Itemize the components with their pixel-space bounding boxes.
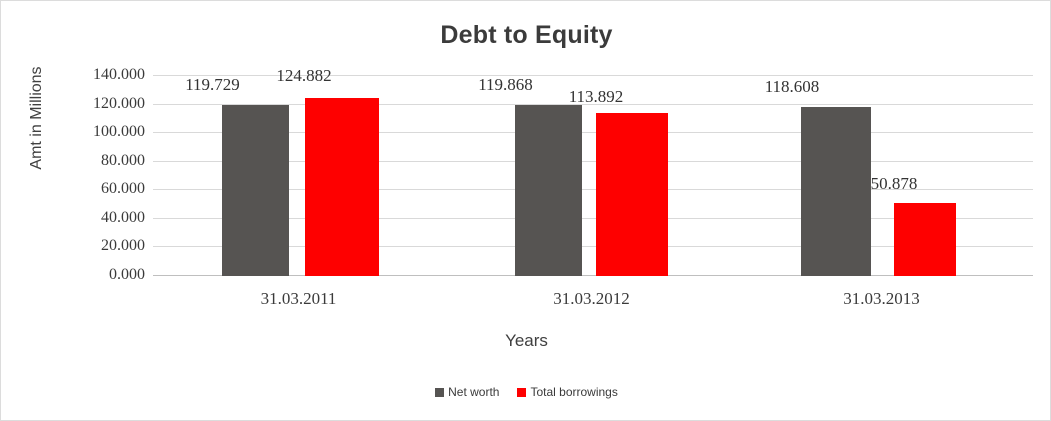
x-axis-line — [153, 275, 1033, 276]
bar-networth-2011[interactable] — [222, 104, 289, 276]
legend-item-networth[interactable]: Net worth — [435, 385, 499, 399]
chart-legend: Net worth Total borrowings — [1, 385, 1050, 399]
bar-borrowings-2012[interactable] — [596, 113, 668, 276]
gridline — [153, 132, 1033, 134]
y-tick-label: 40.000 — [101, 208, 145, 226]
y-axis-tick-labels: 140.000 120.000 100.000 80.000 60.000 40… — [49, 67, 145, 283]
y-tick-label: 120.000 — [93, 94, 145, 112]
legend-swatch-icon-borrowings — [517, 387, 527, 397]
y-tick-label: 80.000 — [101, 151, 145, 169]
gridline — [153, 160, 1033, 162]
gridline — [153, 189, 1033, 191]
bar-networth-2013[interactable] — [801, 106, 871, 276]
gridline — [153, 103, 1033, 105]
y-tick-label: 100.000 — [93, 123, 145, 141]
x-category-label-2012: 31.03.2012 — [553, 289, 630, 308]
bar-value-label-networth-2012: 119.868 — [478, 75, 533, 94]
bar-value-label-borrowings-2012: 113.892 — [568, 87, 624, 106]
y-tick-label: 60.000 — [101, 180, 145, 198]
gridline — [153, 75, 1033, 76]
x-category-label-2011: 31.03.2011 — [260, 289, 337, 308]
bar-borrowings-2013[interactable] — [894, 203, 956, 276]
gridline — [153, 217, 1033, 219]
gridline — [153, 246, 1033, 248]
y-tick-label: 140.000 — [93, 66, 145, 83]
bar-value-label-networth-2013: 118.608 — [764, 77, 820, 96]
plot-area — [153, 75, 1033, 276]
legend-label-networth: Net worth — [448, 385, 500, 399]
y-tick-label: 20.000 — [101, 237, 145, 255]
y-tick-label: 0.000 — [109, 266, 145, 283]
legend-swatch-icon-networth — [435, 387, 445, 397]
y-axis-title: Amt in Millions — [28, 66, 45, 170]
x-category-label-2013: 31.03.2013 — [843, 289, 920, 308]
bar-networth-2012[interactable] — [515, 104, 582, 276]
bar-value-label-borrowings-2013: 50.878 — [870, 174, 918, 193]
legend-label-borrowings: Total borrowings — [530, 385, 618, 399]
chart-title: Debt to Equity — [440, 21, 613, 49]
x-axis-title: Years — [505, 331, 548, 350]
bar-value-label-borrowings-2011: 124.882 — [276, 66, 332, 85]
bar-borrowings-2011[interactable] — [305, 97, 379, 276]
legend-item-borrowings[interactable]: Total borrowings — [517, 385, 618, 399]
bar-value-label-networth-2011: 119.729 — [185, 75, 240, 94]
